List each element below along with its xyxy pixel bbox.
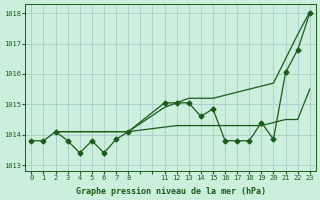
- X-axis label: Graphe pression niveau de la mer (hPa): Graphe pression niveau de la mer (hPa): [76, 187, 266, 196]
